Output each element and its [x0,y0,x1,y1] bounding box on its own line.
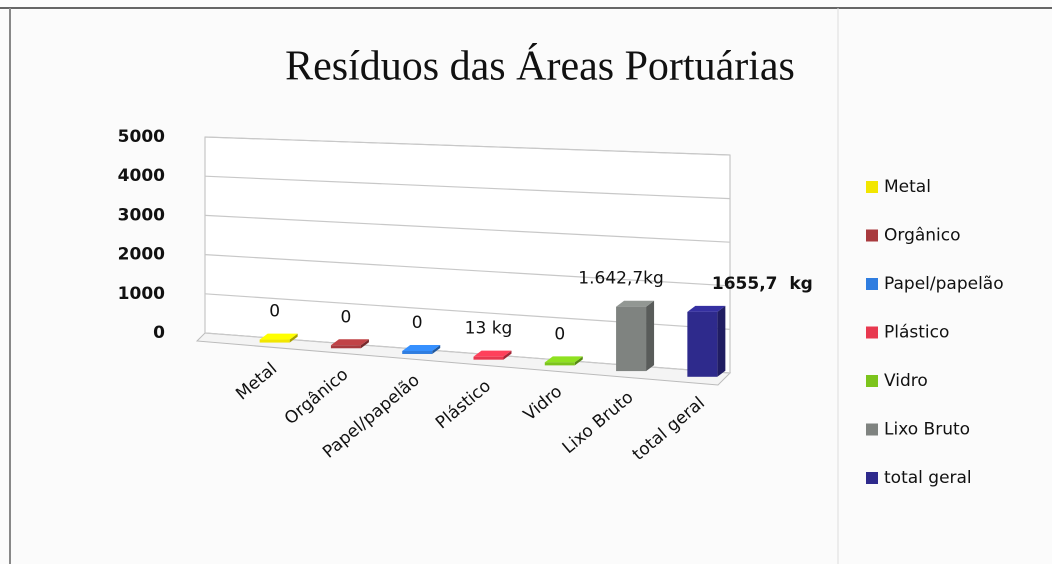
bar [544,362,575,366]
legend-swatch [866,375,878,387]
y-tick-label: 3000 [118,205,165,225]
legend-swatch [866,423,878,436]
data-label: 1.642,7kg [578,269,664,289]
legend-swatch [866,472,878,484]
bar-top [616,300,655,307]
bar [687,311,718,377]
data-label: 1655,7 kg [712,274,813,294]
chart-title: Resíduos das Áreas Portuárias [285,43,795,90]
bar [330,345,361,349]
legend-swatch [866,229,878,242]
grid-line [204,175,731,200]
data-label: 0 [412,313,423,333]
bar [616,306,647,372]
legend-label: Papel/papelão [884,274,1004,294]
legend-swatch [866,326,878,339]
bar-side [360,339,369,349]
legend-swatch [866,181,878,193]
bar-side [717,305,726,377]
bar-top [544,356,583,363]
bar [259,339,290,343]
bar-side [289,333,298,343]
grid-line [204,136,731,156]
bar-side [574,356,583,366]
bar-side [432,344,441,354]
legend-label: Metal [884,177,931,197]
grid-line [204,254,731,287]
bar [402,350,433,354]
y-tick-label: 2000 [118,245,165,265]
legend-label: Vidro [884,371,928,391]
legend-label: Plástico [884,323,949,343]
bar [473,356,504,360]
legend-label: total geral [884,468,972,488]
bar-top [473,350,512,357]
data-label: 0 [269,302,280,322]
y-tick-label: 4000 [118,166,165,186]
bar-top [687,305,726,312]
bar-top [402,344,441,351]
bar-top [330,339,369,346]
legend-label: Orgânico [884,226,961,246]
data-label: 0 [554,324,565,344]
bar-top [259,333,298,340]
grid-line [204,214,731,243]
legend-label: Lixo Bruto [884,420,970,440]
y-tick-label: 5000 [118,127,165,147]
bar-side [503,350,512,360]
legend-swatch [866,278,878,290]
y-tick-label: 1000 [118,284,165,304]
bar-side [646,300,655,372]
data-label: 13 kg [465,319,513,339]
y-tick-label: 0 [153,323,165,343]
data-label: 0 [341,307,352,327]
